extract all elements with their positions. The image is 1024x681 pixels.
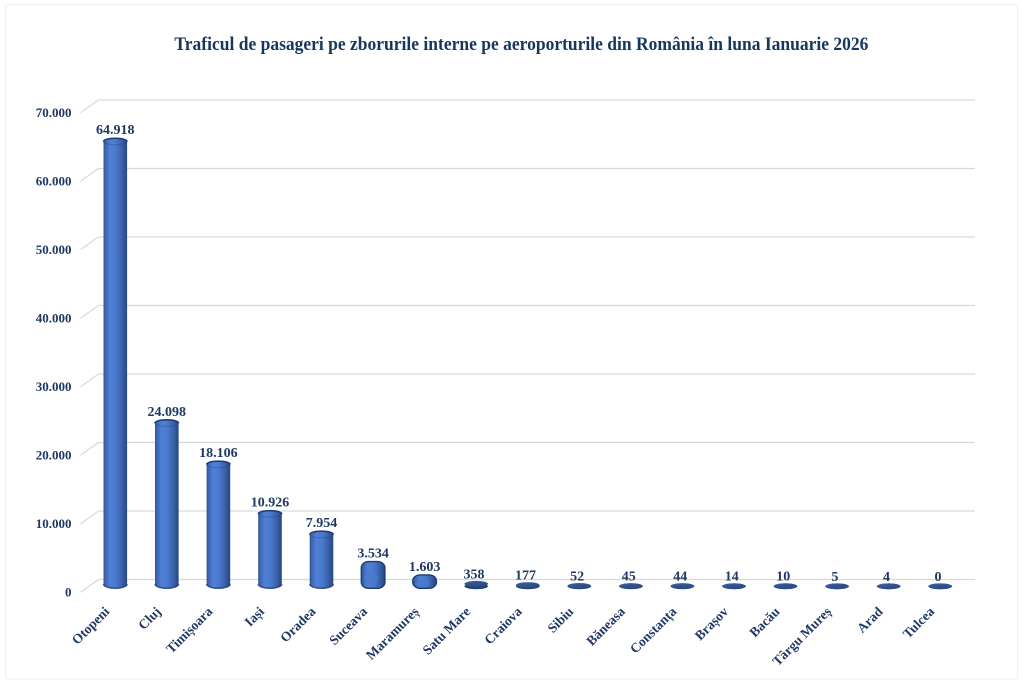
svg-text:20.000: 20.000 <box>36 448 72 463</box>
svg-text:50.000: 50.000 <box>36 242 72 257</box>
svg-text:52: 52 <box>570 569 584 584</box>
svg-text:40.000: 40.000 <box>36 311 72 326</box>
svg-text:10.926: 10.926 <box>251 496 290 511</box>
svg-text:10: 10 <box>776 570 790 585</box>
svg-text:Traficul de pasageri pe zborur: Traficul de pasageri pe zborurile intern… <box>174 34 868 55</box>
svg-text:5: 5 <box>831 570 838 585</box>
svg-text:7.954: 7.954 <box>306 516 338 531</box>
svg-text:4: 4 <box>883 570 890 585</box>
svg-text:24.098: 24.098 <box>148 405 187 420</box>
svg-text:0: 0 <box>935 570 942 585</box>
svg-text:60.000: 60.000 <box>36 174 72 189</box>
svg-text:45: 45 <box>622 570 636 585</box>
svg-text:70.000: 70.000 <box>36 105 72 120</box>
svg-text:10.000: 10.000 <box>36 516 72 531</box>
svg-text:177: 177 <box>515 569 536 584</box>
svg-text:14: 14 <box>725 570 739 585</box>
svg-text:358: 358 <box>464 567 485 582</box>
svg-text:0: 0 <box>65 585 72 600</box>
svg-text:3.534: 3.534 <box>357 547 389 562</box>
svg-text:18.106: 18.106 <box>199 446 238 461</box>
svg-text:1.603: 1.603 <box>409 560 441 575</box>
svg-text:30.000: 30.000 <box>36 379 72 394</box>
svg-text:44: 44 <box>673 570 687 585</box>
svg-text:64.918: 64.918 <box>96 123 135 138</box>
